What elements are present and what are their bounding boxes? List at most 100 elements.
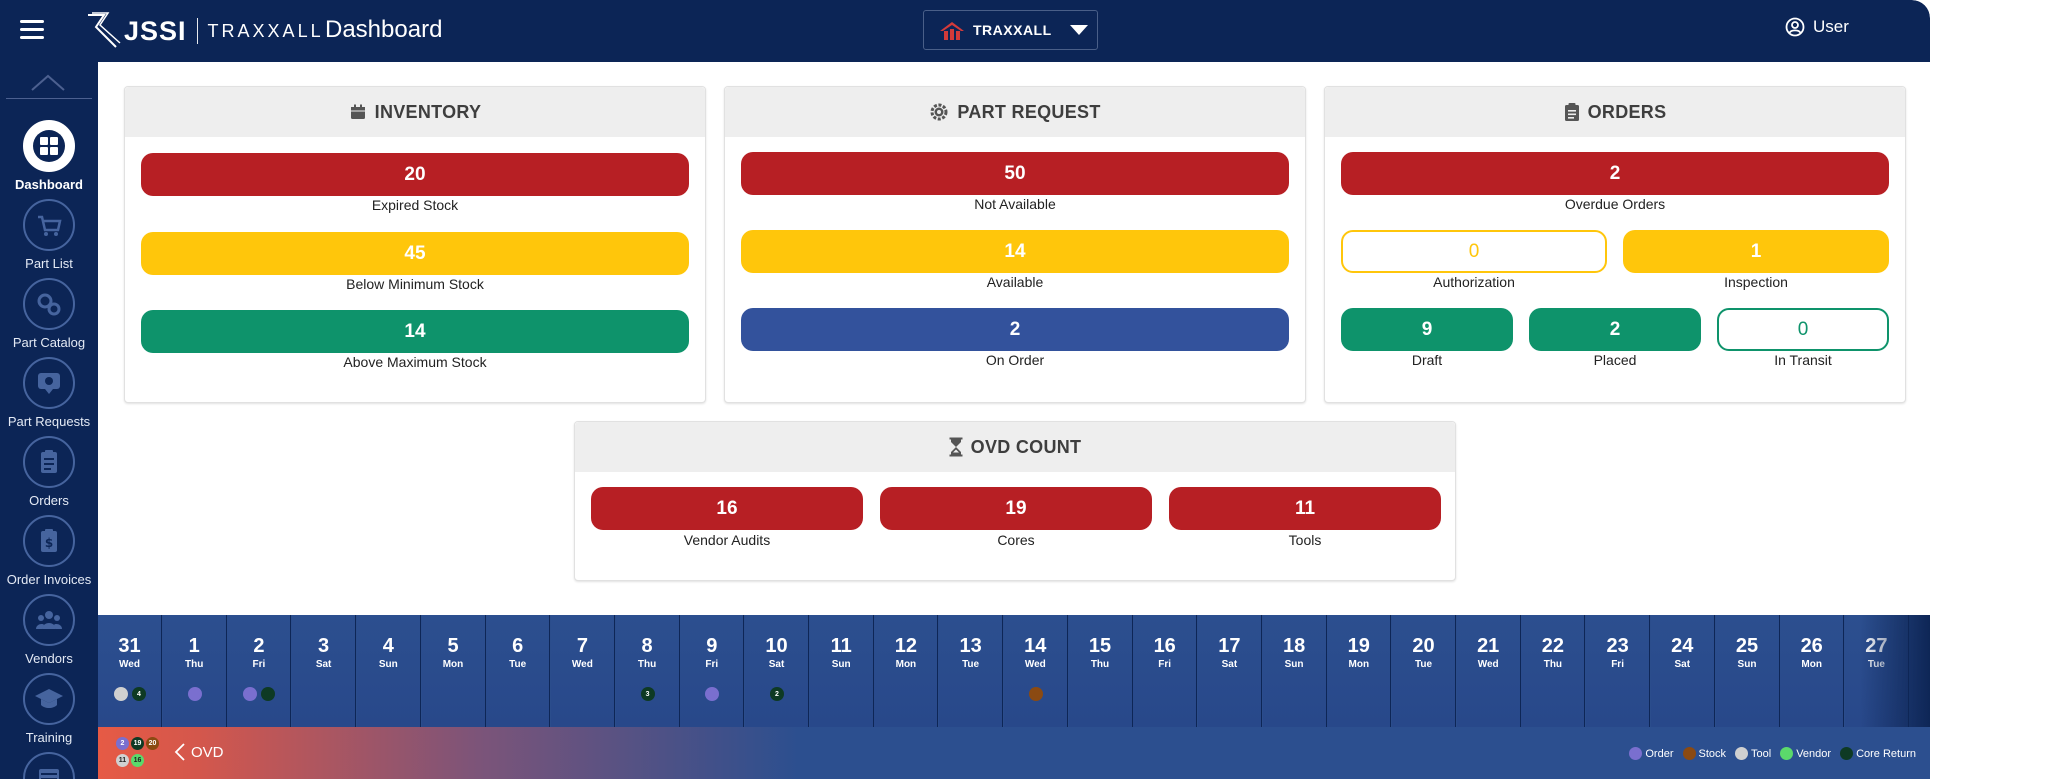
legend-dot bbox=[1840, 747, 1854, 760]
inspection-button[interactable]: 1 bbox=[1623, 230, 1889, 273]
calendar-day[interactable]: 17 Sat bbox=[1197, 615, 1262, 727]
day-number: 13 bbox=[959, 635, 982, 657]
on-order-label: On Order bbox=[985, 352, 1045, 368]
calendar-day[interactable]: 1 Thu bbox=[162, 615, 227, 727]
tenant-logo-icon bbox=[940, 22, 964, 40]
authorization-button[interactable]: 0 bbox=[1341, 230, 1607, 273]
event-dot[interactable] bbox=[187, 687, 202, 701]
event-dot[interactable] bbox=[1028, 687, 1043, 701]
day-number: 12 bbox=[894, 635, 918, 657]
calendar-day[interactable]: 9 Fri bbox=[680, 615, 745, 727]
sidebar-item-more[interactable] bbox=[0, 752, 98, 779]
calendar-day[interactable]: 10 Sat 2 bbox=[745, 615, 809, 727]
user-menu[interactable]: User bbox=[1785, 17, 1849, 37]
day-number: 24 bbox=[1671, 635, 1694, 657]
calendar-day[interactable]: 24 Sat bbox=[1650, 615, 1715, 727]
expired-stock-button[interactable]: 20 bbox=[141, 153, 689, 196]
day-number: 26 bbox=[1800, 635, 1823, 657]
calendar-day[interactable]: 23 Fri bbox=[1586, 615, 1651, 727]
logo-swoosh-icon bbox=[88, 12, 121, 48]
cores-label: Cores bbox=[997, 532, 1035, 548]
placed-button[interactable]: 2 bbox=[1529, 308, 1701, 351]
tenant-selector[interactable]: TRAXXALL bbox=[923, 10, 1098, 50]
calendar-day[interactable]: 7 Wed bbox=[550, 615, 615, 727]
sidebar-item-training[interactable]: Training bbox=[0, 673, 98, 745]
day-number: 15 bbox=[1088, 635, 1112, 657]
logo-divider bbox=[196, 18, 198, 44]
event-dot[interactable] bbox=[114, 687, 128, 701]
bottom-bar: 2 19 20 11 16 OVD Order Stock Tool Vendor Core R… bbox=[98, 727, 1930, 779]
calendar-day[interactable]: 12 Mon bbox=[874, 615, 939, 727]
sidebar-item-orders[interactable]: Orders bbox=[0, 436, 98, 508]
event-dot[interactable]: 2 bbox=[770, 687, 784, 701]
calendar-day[interactable]: 25 Sun bbox=[1715, 615, 1780, 727]
calendar-day[interactable]: 8 Thu 3 bbox=[615, 615, 680, 727]
day-name: Mon bbox=[1348, 659, 1370, 670]
legend-item: Stock bbox=[1682, 747, 1726, 760]
not-available-button[interactable]: 50 bbox=[741, 152, 1289, 195]
calendar-day[interactable]: 4 Sun bbox=[356, 615, 421, 727]
ovd-toggle-button[interactable]: OVD bbox=[174, 742, 224, 762]
event-dots bbox=[680, 687, 744, 701]
calendar-day[interactable]: 13 Tue bbox=[939, 615, 1004, 727]
calendar-day[interactable]: 19 Mon bbox=[1327, 615, 1392, 727]
calendar-day[interactable]: 22 Thu bbox=[1521, 615, 1586, 727]
day-name: Wed bbox=[1477, 659, 1499, 670]
overdue-orders-button[interactable]: 2 bbox=[1341, 152, 1889, 195]
day-name: Sat bbox=[768, 659, 785, 670]
day-number: 10 bbox=[765, 635, 788, 657]
available-button[interactable]: 14 bbox=[741, 230, 1289, 273]
in-transit-button[interactable]: 0 bbox=[1717, 308, 1889, 351]
calendar-legend: Order Stock Tool Vendor Core Return bbox=[1620, 747, 1916, 760]
on-order-button[interactable]: 2 bbox=[741, 308, 1289, 351]
calendar-day[interactable]: 14 Wed bbox=[1003, 615, 1068, 727]
event-dot[interactable] bbox=[705, 687, 720, 701]
sidebar-item-part-requests[interactable]: Part Requests bbox=[0, 357, 98, 429]
sidebar-item-label: Training bbox=[25, 730, 73, 745]
sidebar-item-dashboard[interactable]: Dashboard bbox=[0, 120, 98, 192]
calendar-day[interactable]: 6 Tue bbox=[486, 615, 551, 727]
calendar-day[interactable]: 18 Sun bbox=[1262, 615, 1327, 727]
above-maximum-stock-button[interactable]: 14 bbox=[141, 310, 689, 353]
legend-dot bbox=[1735, 747, 1749, 760]
day-name: Mon bbox=[442, 659, 464, 670]
sidebar-item-order-invoices[interactable]: $ Order Invoices bbox=[0, 515, 98, 587]
calendar-day[interactable]: 5 Mon bbox=[421, 615, 486, 727]
calendar-day[interactable]: 31 Wed 4 bbox=[98, 615, 162, 727]
day-name: Sat bbox=[315, 659, 332, 670]
ovd-count-card: OVD COUNT 16 Vendor Audits 19 Cores 11 T… bbox=[574, 421, 1456, 581]
event-dot[interactable] bbox=[261, 687, 276, 701]
vendor-audits-button[interactable]: 16 bbox=[591, 487, 863, 530]
below-minimum-stock-button[interactable]: 45 bbox=[141, 232, 689, 275]
ovd-badge: 19 bbox=[131, 737, 144, 750]
sidebar-item-part-list[interactable]: Part List bbox=[0, 199, 98, 271]
menu-icon[interactable] bbox=[20, 19, 46, 41]
inspection-label: Inspection bbox=[1724, 274, 1788, 290]
draft-button[interactable]: 9 bbox=[1341, 308, 1513, 351]
event-dot[interactable] bbox=[243, 687, 258, 701]
calendar-day[interactable]: 20 Tue bbox=[1392, 615, 1456, 727]
table-icon bbox=[23, 752, 75, 779]
sidebar-item-part-catalog[interactable]: Part Catalog bbox=[0, 278, 98, 350]
event-dot[interactable]: 3 bbox=[640, 687, 655, 701]
calendar-day[interactable]: 16 Fri bbox=[1133, 615, 1198, 727]
part-request-card: PART REQUEST 50 Not Available 14 Availab… bbox=[724, 86, 1306, 403]
calendar-day[interactable]: 3 Sat bbox=[292, 615, 357, 727]
chevron-left-icon bbox=[174, 743, 185, 761]
day-name: Tue bbox=[962, 659, 980, 670]
calendar-day[interactable]: 21 Wed bbox=[1456, 615, 1521, 727]
event-dot[interactable]: 4 bbox=[132, 687, 146, 701]
calendar-day[interactable]: 2 Fri bbox=[227, 615, 292, 727]
day-name: Sun bbox=[378, 659, 398, 670]
calendar-day[interactable]: 15 Thu bbox=[1068, 615, 1133, 727]
cores-button[interactable]: 19 bbox=[880, 487, 1152, 530]
chevron-up-icon[interactable] bbox=[30, 72, 66, 92]
day-number: 17 bbox=[1218, 635, 1241, 657]
calendar-day[interactable]: 26 Mon bbox=[1780, 615, 1845, 727]
sidebar-item-vendors[interactable]: Vendors bbox=[0, 594, 98, 666]
day-number: 3 bbox=[318, 635, 330, 657]
day-number: 21 bbox=[1477, 635, 1500, 657]
tools-button[interactable]: 11 bbox=[1169, 487, 1441, 530]
calendar-day[interactable]: 11 Sun bbox=[809, 615, 874, 727]
part-request-title: PART REQUEST bbox=[957, 101, 1101, 122]
